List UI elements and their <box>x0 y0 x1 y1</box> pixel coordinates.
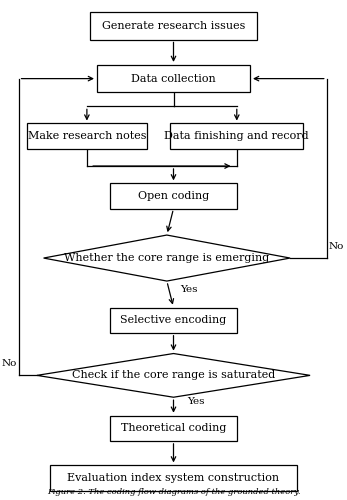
FancyBboxPatch shape <box>90 12 257 40</box>
Text: Generate research issues: Generate research issues <box>102 20 245 30</box>
Text: No: No <box>1 360 17 368</box>
Text: Data finishing and record: Data finishing and record <box>164 131 309 141</box>
FancyBboxPatch shape <box>110 308 237 333</box>
Text: Selective encoding: Selective encoding <box>120 315 227 325</box>
Text: Whether the core range is emerging: Whether the core range is emerging <box>64 253 270 263</box>
Text: Theoretical coding: Theoretical coding <box>121 424 226 434</box>
FancyBboxPatch shape <box>170 124 303 149</box>
Polygon shape <box>44 235 290 281</box>
FancyBboxPatch shape <box>97 65 250 92</box>
FancyBboxPatch shape <box>50 466 297 490</box>
FancyBboxPatch shape <box>110 184 237 208</box>
Text: Figure 2. The coding flow diagrams of the grounded theory.: Figure 2. The coding flow diagrams of th… <box>47 488 300 496</box>
Text: No: No <box>328 242 344 251</box>
Text: Data collection: Data collection <box>131 74 216 84</box>
FancyBboxPatch shape <box>110 416 237 441</box>
Polygon shape <box>37 354 310 397</box>
Text: Yes: Yes <box>180 285 198 294</box>
Text: Make research notes: Make research notes <box>28 131 146 141</box>
Text: Evaluation index system construction: Evaluation index system construction <box>67 473 280 483</box>
FancyBboxPatch shape <box>27 124 147 149</box>
Text: Open coding: Open coding <box>138 191 209 201</box>
Text: Yes: Yes <box>187 398 204 406</box>
Text: Check if the core range is saturated: Check if the core range is saturated <box>72 370 275 380</box>
